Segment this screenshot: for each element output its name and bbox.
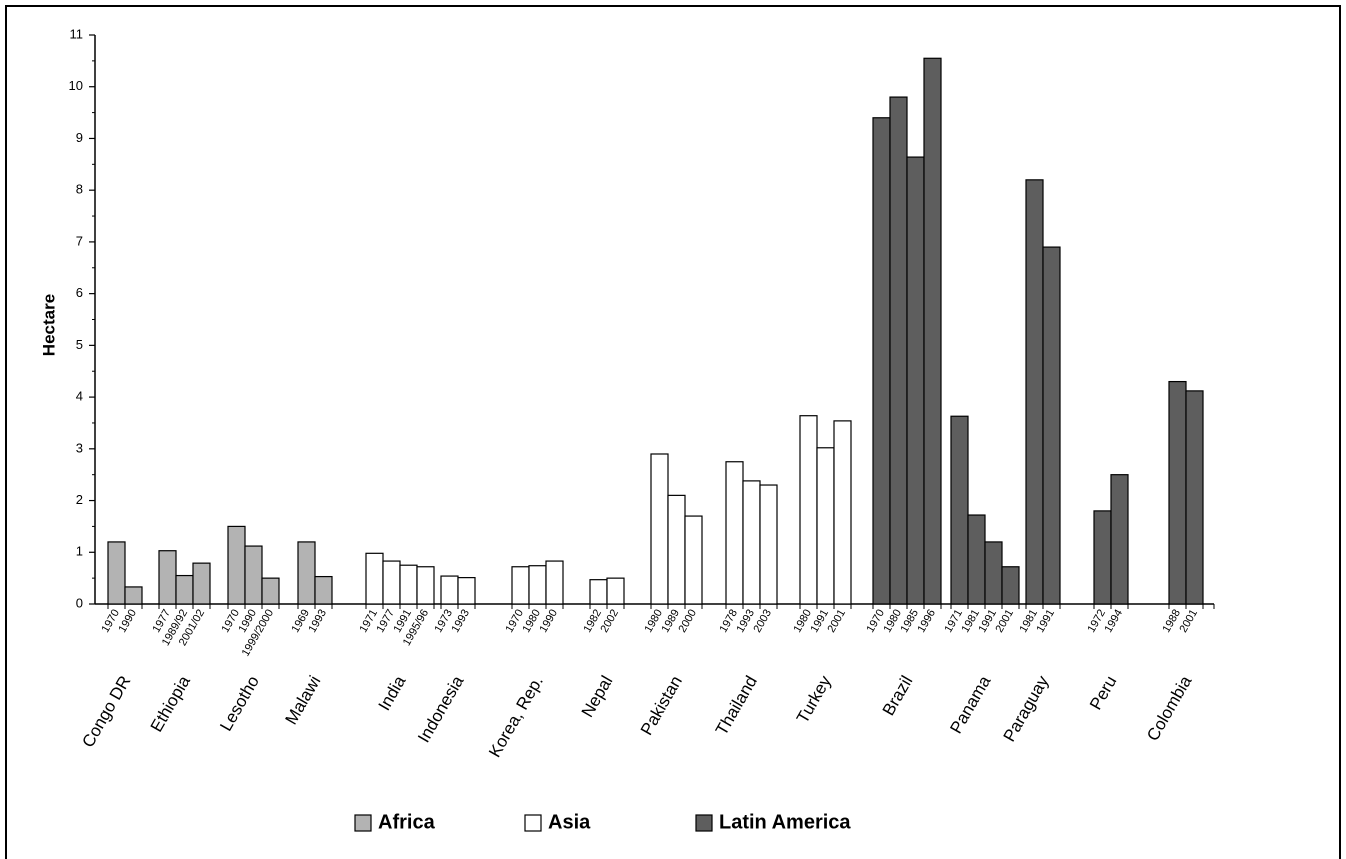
country-labels: Congo DR Ethiopia Lesotho Malawi India Indone…	[78, 672, 1195, 761]
year-label: 2001	[825, 608, 848, 635]
bar	[606, 577, 625, 605]
chart-frame	[5, 5, 1341, 859]
bar	[244, 545, 263, 605]
year-label: 1993	[449, 608, 472, 635]
bar	[667, 494, 686, 605]
bar	[833, 420, 852, 605]
bar	[923, 57, 942, 605]
bar	[906, 156, 925, 605]
country-label: Paraguay	[1000, 672, 1053, 745]
bar	[984, 541, 1003, 605]
bar	[124, 586, 143, 605]
bar	[227, 525, 246, 605]
bar	[742, 480, 761, 605]
y-tick-label: 2	[76, 492, 83, 507]
y-tick-label: 3	[76, 440, 83, 455]
country-label: Pakistan	[637, 673, 686, 739]
country-label: India	[375, 672, 410, 714]
bar	[1110, 474, 1129, 605]
bar	[545, 560, 564, 605]
bar	[816, 447, 835, 605]
bar	[399, 564, 418, 605]
legend: Africa Asia Latin America	[354, 811, 851, 833]
bar	[889, 96, 908, 605]
legend-label: Asia	[548, 811, 591, 833]
bar	[1025, 179, 1044, 605]
bar	[511, 566, 530, 605]
y-tick-label: 9	[76, 130, 83, 145]
bar	[1185, 390, 1204, 605]
y-tick-label: 10	[69, 78, 83, 93]
country-label: Congo DR	[78, 673, 134, 751]
country-label: Thailand	[712, 673, 761, 739]
y-axis: 0 1 2 3 4 5 6 7 8 9 10 11	[69, 26, 96, 610]
country-label: Korea, Rep.	[485, 673, 547, 761]
country-label: Turkey	[793, 672, 835, 726]
bar	[759, 484, 778, 605]
bar	[589, 579, 608, 605]
bar	[1042, 246, 1061, 605]
year-label: 2002	[598, 608, 621, 635]
bar	[261, 577, 280, 605]
country-label: Nepal	[578, 673, 617, 721]
y-tick-label: 5	[76, 337, 83, 352]
year-label: 2001	[1177, 608, 1200, 635]
bar	[650, 453, 669, 605]
bar	[967, 514, 986, 605]
bar	[158, 550, 177, 605]
y-axis-title: Hectare	[39, 294, 58, 356]
legend-swatch	[354, 814, 372, 832]
country-label: Peru	[1086, 673, 1120, 714]
year-label: 2001	[993, 608, 1016, 635]
country-label: Panama	[946, 672, 994, 737]
bar	[107, 541, 126, 605]
country-label: Indonesia	[414, 672, 468, 746]
legend-swatch	[524, 814, 542, 832]
bar	[457, 577, 476, 605]
year-label: 1991	[1034, 608, 1057, 635]
bar	[365, 552, 384, 605]
bar	[799, 415, 818, 605]
bar	[528, 565, 547, 605]
bar	[725, 461, 744, 605]
bar	[440, 575, 459, 605]
year-label: 1990	[116, 608, 139, 635]
bar	[684, 515, 703, 605]
bar	[175, 574, 194, 605]
bar	[1168, 380, 1187, 605]
bar	[314, 575, 333, 605]
country-label: Malawi	[282, 673, 325, 728]
bar	[872, 117, 891, 605]
bar	[950, 415, 969, 605]
y-tick-label: 4	[76, 389, 83, 404]
y-tick-label: 1	[76, 544, 83, 559]
year-label: 2003	[751, 608, 774, 635]
y-tick-label: 7	[76, 233, 83, 248]
country-label: Lesotho	[216, 673, 263, 735]
year-label: 1996	[915, 608, 938, 635]
bar	[192, 562, 211, 605]
y-tick-label: 11	[70, 26, 84, 41]
bars	[107, 57, 1204, 605]
legend-label: Latin America	[719, 811, 851, 833]
country-label: Colombia	[1143, 672, 1196, 744]
country-label: Ethiopia	[147, 672, 194, 735]
year-label: 1990	[537, 608, 560, 635]
bar	[297, 541, 316, 605]
bar	[1001, 566, 1020, 605]
bar	[416, 566, 435, 605]
year-label: 2000	[676, 608, 699, 635]
y-tick-label: 8	[76, 182, 83, 197]
year-label: 1994	[1102, 608, 1125, 635]
country-label: Brazil	[879, 673, 917, 719]
legend-label: Africa	[378, 811, 436, 833]
legend-swatch	[695, 814, 713, 832]
y-tick-label: 0	[76, 595, 83, 610]
year-label: 1993	[306, 608, 329, 635]
y-tick-label: 6	[76, 285, 83, 300]
bar	[382, 560, 401, 605]
bar	[1093, 510, 1112, 605]
